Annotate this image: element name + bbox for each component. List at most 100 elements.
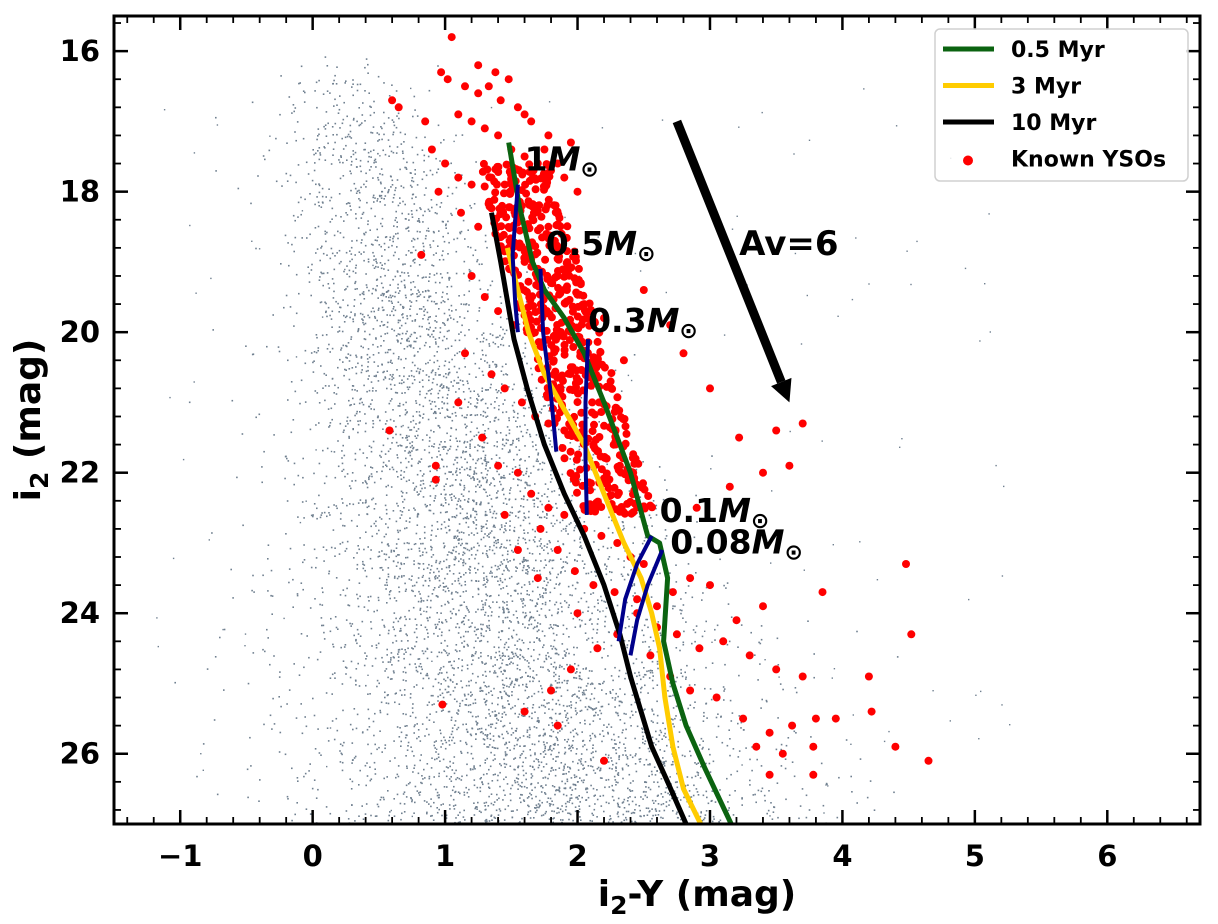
field-star-point	[421, 576, 424, 578]
field-star-point	[329, 257, 332, 260]
field-star-point	[437, 596, 439, 598]
field-star-point	[404, 582, 406, 585]
field-star-point	[267, 558, 269, 560]
field-star-point	[329, 812, 332, 815]
field-star-point	[664, 727, 666, 730]
field-star-point	[554, 680, 557, 682]
field-star-point	[364, 244, 367, 247]
field-star-point	[615, 767, 617, 769]
field-star-point	[420, 599, 423, 602]
field-star-point	[617, 805, 620, 808]
field-star-point	[537, 717, 539, 719]
field-star-point	[304, 198, 306, 201]
field-star-point	[405, 466, 408, 469]
field-star-point	[567, 738, 570, 741]
field-star-point	[682, 641, 685, 644]
field-star-point	[545, 577, 548, 579]
field-star-point	[370, 150, 372, 153]
field-star-point	[400, 185, 403, 187]
field-star-point	[685, 676, 687, 679]
field-star-point	[760, 707, 762, 709]
field-star-point	[498, 712, 500, 715]
field-star-point	[440, 642, 443, 644]
field-star-point	[702, 818, 705, 821]
field-star-point	[381, 173, 384, 176]
field-star-point	[461, 642, 463, 644]
field-star-point	[406, 345, 409, 348]
field-star-point	[668, 804, 670, 806]
field-star-point	[389, 284, 391, 286]
field-star-point	[524, 612, 527, 614]
field-star-point	[486, 581, 488, 584]
field-star-point	[512, 440, 514, 442]
field-star-point	[617, 804, 619, 806]
field-star-point	[399, 517, 401, 519]
field-star-point	[516, 667, 519, 670]
field-star-point	[466, 548, 469, 551]
field-star-point	[401, 437, 404, 439]
field-star-point	[376, 198, 379, 200]
field-star-point	[349, 260, 351, 263]
field-star-point	[575, 775, 578, 778]
field-star-point	[441, 672, 443, 674]
field-star-point	[516, 453, 518, 456]
field-star-point	[381, 470, 383, 473]
field-star-point	[565, 561, 567, 563]
field-star-point	[463, 260, 466, 263]
field-star-point	[391, 466, 394, 469]
field-star-point	[358, 251, 361, 253]
field-star-point	[440, 804, 442, 806]
field-star-point	[511, 404, 514, 407]
field-star-point	[395, 520, 398, 523]
field-star-point	[473, 766, 475, 769]
field-star-point	[527, 804, 529, 807]
field-star-point	[679, 649, 681, 652]
field-star-point	[563, 765, 565, 768]
field-star-point	[446, 432, 448, 435]
field-star-point	[579, 761, 582, 763]
field-star-point	[328, 385, 330, 387]
field-star-point	[442, 696, 445, 699]
field-star-point	[318, 133, 320, 136]
field-star-point	[438, 374, 440, 376]
field-star-point	[396, 502, 398, 505]
field-star-point	[419, 563, 421, 565]
field-star-point	[712, 815, 715, 818]
field-star-point	[441, 568, 443, 570]
field-star-point	[542, 766, 545, 768]
field-star-point	[251, 589, 253, 592]
field-star-point	[594, 803, 596, 805]
field-star-point	[455, 186, 458, 189]
field-star-point	[502, 789, 505, 792]
field-star-point	[491, 611, 493, 613]
field-star-point	[449, 760, 451, 763]
field-star-point	[524, 445, 526, 447]
field-star-point	[358, 815, 360, 817]
field-star-point	[390, 652, 393, 654]
field-star-point	[479, 288, 482, 290]
field-star-point	[502, 477, 505, 479]
field-star-point	[403, 563, 405, 565]
field-star-point	[442, 448, 445, 450]
field-star-point	[665, 801, 668, 803]
field-star-point	[537, 658, 539, 660]
field-star-point	[534, 530, 536, 533]
field-star-point	[455, 591, 457, 593]
field-star-point	[656, 714, 659, 717]
field-star-point	[366, 655, 368, 657]
field-star-point	[376, 679, 379, 682]
field-star-point	[365, 481, 367, 484]
field-star-point	[548, 410, 550, 412]
field-star-point	[628, 803, 630, 806]
field-star-point	[389, 597, 391, 600]
field-star-point	[532, 627, 535, 630]
field-star-point	[349, 354, 352, 357]
field-star-point	[549, 559, 551, 561]
field-star-point	[446, 387, 448, 389]
field-star-point	[446, 645, 449, 647]
field-star-point	[414, 724, 416, 726]
field-star-point	[482, 354, 484, 356]
field-star-point	[424, 290, 427, 292]
field-star-point	[383, 122, 386, 125]
field-star-point	[450, 427, 453, 430]
